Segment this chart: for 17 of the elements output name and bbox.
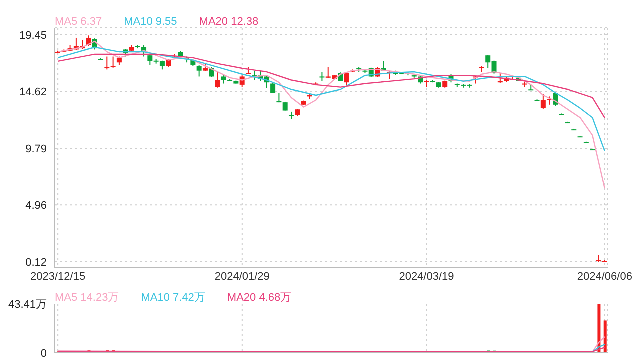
x-tick-label: 2024/06/06 [577, 271, 632, 283]
text: MA10 7.42万 [141, 291, 206, 305]
x-tick-label: 2023/12/15 [30, 271, 86, 283]
y-tick-label: 9.79 [26, 143, 47, 156]
x-tick-label: 2024/01/29 [214, 271, 270, 283]
y-tick-label: 43.41万 [8, 298, 47, 311]
series-label: MA5 6.37 [55, 16, 102, 28]
text: MA20 12.38 [199, 16, 259, 28]
y-tick-label: 4.96 [26, 200, 47, 212]
text: MA20 4.68万 [227, 291, 292, 305]
y-tick-label: 19.45 [19, 30, 47, 42]
y-tick-label: 0 [40, 348, 47, 360]
text: MA5 14.23万 [55, 291, 120, 305]
y-tick-label: 0.12 [26, 256, 47, 269]
y-tick-label: 14.62 [19, 86, 47, 99]
x-tick-label: 2024/03/19 [399, 271, 454, 283]
text: MA10 9.55 [124, 16, 178, 28]
